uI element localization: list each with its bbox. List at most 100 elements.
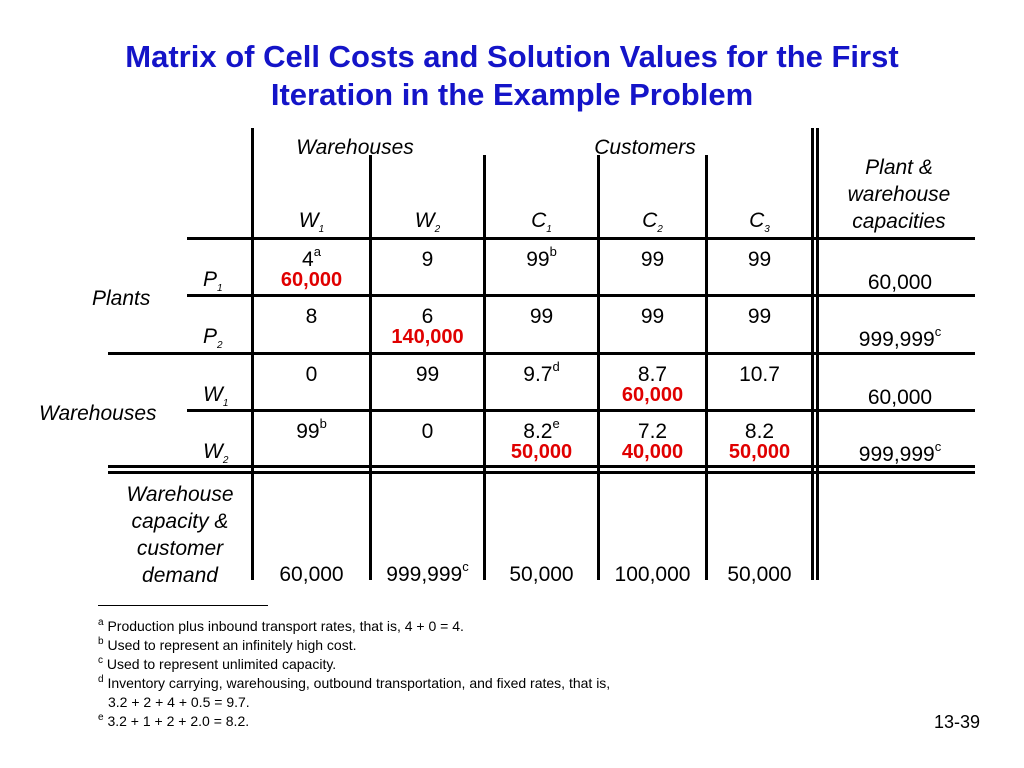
grid-line-vertical — [483, 155, 486, 580]
cell-value: 60,000 — [867, 386, 933, 409]
page-number: 13-39 — [933, 712, 980, 732]
column-header-subscript: 1 — [318, 224, 325, 236]
cell-value: 6 — [421, 305, 434, 328]
cost-cell: 0 — [372, 420, 483, 444]
cell-value: 60,000 — [279, 563, 344, 586]
footnote-marker: d — [552, 359, 560, 374]
grid-line-horizontal — [108, 471, 975, 474]
row-label-subscript: 1 — [217, 283, 223, 295]
cell-value: 99 — [640, 248, 665, 271]
capacity-cell: 60,000 — [820, 271, 980, 295]
row-label-subscript: 2 — [217, 340, 223, 352]
page-title-line-1: Matrix of Cell Costs and Solution Values… — [125, 39, 899, 74]
header-plant-warehouse-capacities: Plant & warehouse capacities — [820, 154, 978, 235]
footnote-mark: d — [98, 674, 104, 686]
capacity-cell: 60,000 — [820, 386, 980, 410]
row-label: W2 — [203, 440, 229, 467]
grid-line-horizontal — [187, 409, 975, 412]
demand-label-line-2: capacity & — [131, 510, 229, 533]
column-header-letter: C — [749, 209, 765, 232]
grid-line-vertical — [705, 155, 708, 580]
cell-value: 8.7 — [637, 363, 668, 386]
demand-cell: 100,000 — [600, 563, 705, 587]
cost-cell: 99b — [486, 245, 597, 272]
demand-label-line-4: demand — [142, 564, 218, 587]
row-label-letter: W — [203, 383, 223, 406]
row-label-letter: P — [203, 268, 218, 291]
solution-value: 50,000 — [510, 441, 573, 463]
cell-value: 8.2 — [523, 420, 553, 443]
solution-value: 140,000 — [391, 326, 464, 348]
footnote-text: Inventory carrying, warehousing, outboun… — [107, 675, 611, 691]
cell-value: 0 — [305, 363, 318, 386]
footnote-text: Used to represent unlimited capacity. — [106, 656, 337, 672]
footnote-text: 3.2 + 1 + 2 + 2.0 = 8.2. — [107, 713, 250, 729]
cell-value: 99 — [747, 305, 772, 328]
row-label-subscript: 1 — [222, 398, 229, 410]
footnote-text: 3.2 + 2 + 4 + 0.5 = 9.7. — [108, 694, 250, 710]
footnote-mark: a — [98, 617, 104, 629]
footnote-item: b Used to represent an infinitely high c… — [98, 637, 356, 653]
cell-value: 8.2 — [744, 420, 775, 443]
header-warehouses: Warehouses — [296, 136, 414, 159]
demand-cell: 999,999c — [372, 560, 483, 587]
demand-cell: 50,000 — [486, 563, 597, 587]
column-header-subscript: 3 — [764, 224, 770, 236]
cost-cell: 8.2 — [708, 420, 811, 444]
row-label-subscript: 2 — [222, 455, 229, 467]
cell-value: 50,000 — [509, 563, 574, 586]
cell-value: 99 — [526, 248, 550, 271]
demand-cell: 60,000 — [254, 563, 369, 587]
cell-value: 999,999 — [386, 563, 463, 586]
cost-cell: 8.2e — [486, 417, 597, 444]
cost-cell: 6 — [372, 305, 483, 329]
grid-line-horizontal — [108, 465, 975, 468]
cell-value: 999,999 — [858, 328, 935, 351]
footnote-divider — [98, 605, 268, 606]
cell-value: 8 — [305, 305, 318, 328]
demand-label-line-3: customer — [136, 537, 224, 560]
cost-cell: 99 — [486, 305, 597, 329]
footnote-item: d Inventory carrying, warehousing, outbo… — [98, 675, 610, 691]
cost-cell: 99 — [372, 363, 483, 387]
cell-value: 99 — [529, 305, 554, 328]
cost-cell: 4a — [254, 245, 369, 272]
page-title-line-2: Iteration in the Example Problem — [270, 77, 754, 112]
cell-value: 9 — [421, 248, 434, 271]
column-header: C1 — [486, 209, 597, 236]
cell-value: 9.7 — [523, 363, 553, 386]
cost-cell: 99 — [708, 305, 811, 329]
cell-value: 99 — [640, 305, 665, 328]
cell-value: 10.7 — [739, 363, 780, 386]
footnote-marker: c — [934, 439, 942, 454]
cell-value: 50,000 — [727, 563, 792, 586]
column-header-subscript: 2 — [434, 224, 441, 236]
row-label: P2 — [203, 325, 223, 352]
column-header: C2 — [600, 209, 705, 236]
column-header-subscript: 2 — [657, 224, 663, 236]
demand-row-label: Warehouse capacity & customer demand — [110, 481, 250, 589]
footnote-marker: c — [934, 324, 942, 339]
cost-cell: 0 — [254, 363, 369, 387]
cell-value: 4 — [302, 248, 314, 271]
row-group-warehouses: Warehouses — [39, 402, 157, 425]
page-title: Matrix of Cell Costs and Solution Values… — [0, 38, 1024, 114]
footnote-item: e 3.2 + 1 + 2 + 2.0 = 8.2. — [98, 713, 249, 729]
footnote-item: 3.2 + 2 + 4 + 0.5 = 9.7. — [108, 694, 250, 710]
demand-label-line-1: Warehouse — [126, 483, 234, 506]
cell-value: 99 — [747, 248, 772, 271]
footnote-item: a Production plus inbound transport rate… — [98, 618, 464, 634]
cell-value: 7.2 — [637, 420, 668, 443]
footnote-marker: b — [319, 416, 327, 431]
grid-line-horizontal — [187, 294, 975, 297]
cell-value: 999,999 — [858, 443, 935, 466]
grid-line-horizontal — [187, 237, 975, 240]
column-header: W2 — [372, 209, 483, 236]
grid-line-vertical — [369, 155, 372, 580]
footnote-item: c Used to represent unlimited capacity. — [98, 656, 336, 672]
column-header-letter: C — [531, 209, 547, 232]
header-capacity-line-3: capacities — [852, 210, 946, 233]
column-header-subscript: 1 — [546, 224, 552, 236]
column-header: C3 — [708, 209, 811, 236]
cost-cell: 9.7d — [486, 360, 597, 387]
